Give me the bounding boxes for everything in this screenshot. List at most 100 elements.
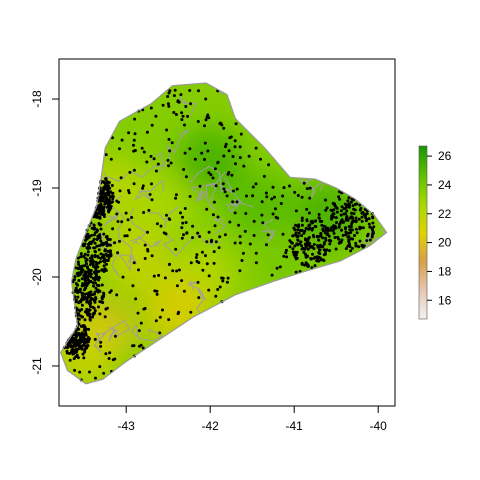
occurrence-point [108, 195, 112, 198]
occurrence-point [370, 227, 374, 231]
occurrence-point [88, 256, 92, 260]
occurrence-point [167, 104, 171, 108]
occurrence-point [321, 245, 325, 249]
occurrence-point [109, 243, 112, 247]
occurrence-point [300, 247, 304, 251]
occurrence-point [191, 236, 194, 240]
x-tick-label: -40 [370, 419, 388, 433]
occurrence-point [227, 171, 231, 174]
occurrence-point [341, 233, 345, 237]
occurrence-point [180, 226, 184, 230]
occurrence-point [89, 298, 93, 302]
municipal-boundary [287, 63, 303, 82]
occurrence-point [171, 269, 175, 273]
occurrence-point [317, 251, 321, 255]
occurrence-point [179, 93, 183, 97]
occurrence-point [299, 240, 303, 244]
occurrence-point [310, 219, 314, 223]
occurrence-point [270, 273, 274, 277]
occurrence-point [238, 156, 242, 160]
occurrence-point [81, 337, 85, 341]
occurrence-point [143, 257, 147, 260]
occurrence-point [188, 89, 192, 92]
municipal-boundary [146, 206, 179, 228]
occurrence-point [180, 279, 184, 283]
occurrence-point [76, 260, 80, 264]
occurrence-point [204, 118, 208, 122]
occurrence-point [235, 200, 239, 204]
occurrence-point [168, 89, 172, 93]
occurrence-point [214, 294, 218, 298]
occurrence-point [99, 252, 103, 256]
occurrence-point [262, 174, 266, 178]
occurrence-point [213, 167, 217, 171]
occurrence-point [174, 113, 178, 116]
occurrence-point [108, 351, 112, 355]
occurrence-point [91, 315, 94, 319]
municipal-boundary [178, 95, 197, 117]
municipal-boundary [239, 332, 261, 354]
municipal-boundary [283, 365, 303, 384]
occurrence-point [102, 212, 106, 216]
occurrence-point [347, 202, 351, 206]
occurrence-point [231, 155, 235, 158]
occurrence-point [212, 200, 216, 204]
occurrence-point [73, 278, 77, 281]
occurrence-point [166, 158, 170, 162]
occurrence-point [312, 243, 316, 246]
occurrence-point [354, 241, 358, 245]
occurrence-point [102, 371, 106, 375]
occurrence-point [165, 128, 169, 132]
occurrence-point [85, 262, 88, 266]
occurrence-point [326, 229, 330, 232]
occurrence-point [308, 196, 312, 200]
occurrence-point [317, 255, 321, 259]
occurrence-point [83, 270, 87, 274]
occurrence-point [358, 239, 362, 243]
occurrence-point [349, 249, 353, 253]
municipal-boundary [187, 280, 207, 322]
occurrence-point [233, 241, 237, 245]
occurrence-point [204, 254, 207, 258]
occurrence-point [107, 201, 111, 205]
occurrence-point [97, 284, 101, 288]
occurrence-point [310, 266, 314, 270]
occurrence-point [212, 250, 216, 254]
occurrence-point [349, 225, 353, 229]
occurrence-point [157, 273, 161, 277]
occurrence-point [98, 260, 102, 264]
occurrence-point [81, 294, 84, 298]
occurrence-point [102, 192, 106, 196]
occurrence-point [211, 176, 215, 180]
y-tick-label: -19 [30, 179, 44, 197]
occurrence-point [295, 242, 299, 246]
occurrence-point [79, 255, 83, 259]
occurrence-point [125, 234, 129, 238]
occurrence-point [346, 235, 350, 239]
occurrence-point [102, 185, 106, 189]
occurrence-point [84, 238, 87, 242]
municipal-boundary [213, 171, 254, 208]
occurrence-point [89, 301, 93, 305]
occurrence-point [265, 195, 269, 199]
occurrence-point [296, 238, 300, 242]
municipal-boundary [100, 205, 133, 272]
occurrence-point [183, 123, 186, 127]
occurrence-point [76, 295, 80, 299]
occurrence-point [332, 231, 336, 235]
occurrence-point [156, 162, 160, 166]
occurrence-point [74, 298, 78, 302]
occurrence-point [325, 206, 329, 210]
occurrence-point [98, 223, 102, 227]
occurrence-point [133, 132, 137, 136]
occurrence-point [115, 212, 119, 216]
legend-tick-label: 26 [438, 149, 452, 163]
occurrence-point [165, 213, 168, 217]
occurrence-point [271, 185, 275, 189]
occurrence-point [272, 195, 276, 199]
occurrence-point [307, 236, 311, 239]
occurrence-point [350, 246, 354, 250]
occurrence-point [315, 259, 319, 263]
occurrence-point [95, 289, 99, 293]
occurrence-point [109, 289, 113, 293]
